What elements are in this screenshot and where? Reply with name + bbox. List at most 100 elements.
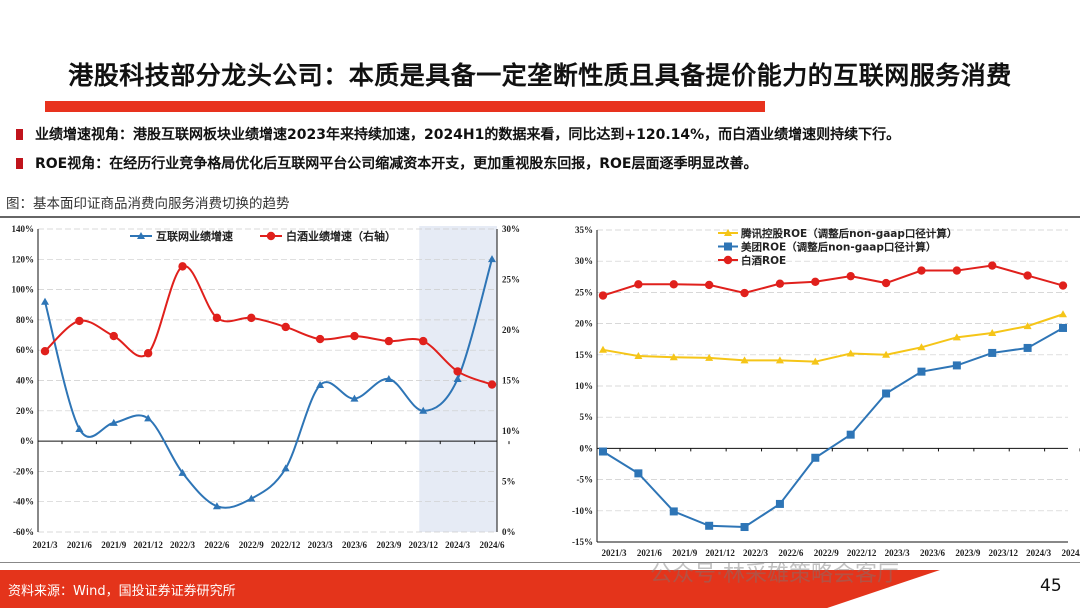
series-line <box>602 327 1064 529</box>
data-point <box>315 334 325 344</box>
charts-canvas: -60% -40% -20% 0% 20% 40% 60% 80% 100% 120% 140% 0%… <box>12 224 1080 558</box>
y-tick-label: -15% <box>572 537 593 547</box>
x-tick-label: 2023/3 <box>885 548 911 558</box>
x-tick-label: 2022/9 <box>239 540 265 550</box>
data-point <box>917 343 926 351</box>
legend-marker <box>723 255 733 265</box>
y-left-tick-label: 40% <box>16 376 34 386</box>
data-point <box>988 348 997 357</box>
x-tick-label: 2021/3 <box>32 540 58 550</box>
bullet-text: ROE视角：在经历行业竞争格局优化后互联网平台公司缩减资本开支，更加重视股东回报… <box>35 156 758 172</box>
data-point <box>846 271 855 281</box>
data-point <box>988 328 997 336</box>
data-point <box>1023 271 1032 280</box>
data-point <box>882 389 891 398</box>
data-point <box>143 349 153 358</box>
data-point <box>1058 281 1068 290</box>
data-point <box>247 313 256 323</box>
data-point <box>1059 323 1067 332</box>
data-point <box>882 350 891 358</box>
y-right-tick-label: 0% <box>502 527 516 537</box>
y-tick-label: 0% <box>580 443 594 453</box>
legend-label: 美团ROE（调整后non-gaap口径计算） <box>741 241 936 254</box>
data-point <box>740 356 749 364</box>
x-tick-label: 2021/12 <box>705 548 735 558</box>
data-point <box>740 523 749 532</box>
legend-label: 腾讯控股ROE（调整后non-gaap口径计算） <box>740 227 957 240</box>
y-right-tick-label: 25% <box>502 275 520 285</box>
data-point <box>846 430 855 439</box>
data-point <box>281 464 290 472</box>
data-point <box>1059 310 1067 318</box>
y-right-tick-label: 10% <box>502 426 520 436</box>
data-point <box>669 353 678 361</box>
y-tick-label: 10% <box>575 381 593 391</box>
data-point <box>599 345 607 353</box>
y-left-tick-label: -20% <box>13 466 34 476</box>
data-point <box>488 255 496 263</box>
legend-label: 白酒ROE <box>741 254 786 267</box>
data-point <box>144 414 153 422</box>
data-point <box>350 331 359 341</box>
x-tick-label: 2022/3 <box>170 540 196 550</box>
x-tick-label: 2023/6 <box>920 548 946 558</box>
y-left-tick-label: 80% <box>16 315 34 325</box>
data-point <box>1023 343 1032 352</box>
data-point <box>740 288 749 298</box>
data-point <box>704 280 714 290</box>
data-point <box>917 367 926 376</box>
data-point <box>350 394 359 402</box>
y-left-tick-label: 0% <box>21 436 35 446</box>
data-point <box>846 349 855 357</box>
top-divider <box>0 216 1080 218</box>
data-point <box>453 367 462 376</box>
data-point <box>775 279 785 288</box>
x-tick-label: 2023/12 <box>408 540 438 550</box>
y-left-tick-label: -40% <box>13 497 34 507</box>
data-point <box>384 336 394 346</box>
data-point <box>634 352 643 360</box>
y-tick-label: 30% <box>575 256 593 266</box>
y-right-tick-label: 20% <box>502 325 520 335</box>
bullet-earnings-growth: 业绩增速视角：港股互联网板块业绩增速2023年来持续加速，2024H1的数据来看… <box>16 124 900 144</box>
bullet-marker-icon <box>16 157 23 169</box>
watermark: 公众号·林采雄策略会客厅 <box>650 562 899 587</box>
data-point <box>384 374 393 382</box>
y-right-tick-label: 30% <box>502 224 520 234</box>
y-left-tick-label: 140% <box>12 224 35 234</box>
data-point <box>178 262 187 271</box>
x-tick-label: 2021/6 <box>637 548 663 558</box>
x-tick-label: 2024/6 <box>479 540 505 550</box>
data-point <box>952 361 961 370</box>
data-point <box>988 261 997 270</box>
data-point <box>634 280 643 289</box>
data-point <box>41 297 49 305</box>
x-tick-label: 2021/6 <box>67 540 93 550</box>
data-point <box>1023 322 1032 330</box>
title-underline <box>45 101 765 112</box>
x-tick-label: 2022/6 <box>778 548 804 558</box>
bullet-roe: ROE视角：在经历行业竞争格局优化后互联网平台公司缩减资本开支，更加重视股东回报… <box>16 153 758 173</box>
footer <box>0 570 1080 608</box>
legend-marker <box>137 232 145 239</box>
page-title: 港股科技部分龙头公司：本质是具备一定垄断性质且具备提价能力的互联网服务消费 <box>68 61 1012 90</box>
data-point <box>419 336 428 346</box>
legend-marker <box>724 242 732 251</box>
y-tick-label: -5% <box>577 475 594 485</box>
x-tick-label: 2021/12 <box>133 540 163 550</box>
data-point <box>669 507 678 516</box>
y-right-tick-label: 15% <box>502 376 520 386</box>
bullet-marker-icon <box>16 128 23 140</box>
data-point <box>75 424 84 432</box>
series-line <box>44 265 493 386</box>
data-point <box>775 499 784 508</box>
y-tick-label: 25% <box>575 287 593 297</box>
x-tick-label: 2023/9 <box>955 548 981 558</box>
x-tick-label: 2022/9 <box>814 548 840 558</box>
data-point <box>316 381 325 389</box>
y-right-tick-label: 5% <box>502 477 516 487</box>
data-point <box>178 468 187 476</box>
x-tick-label: 2023/6 <box>342 540 368 550</box>
footer-band <box>0 570 940 608</box>
data-point <box>917 266 926 275</box>
